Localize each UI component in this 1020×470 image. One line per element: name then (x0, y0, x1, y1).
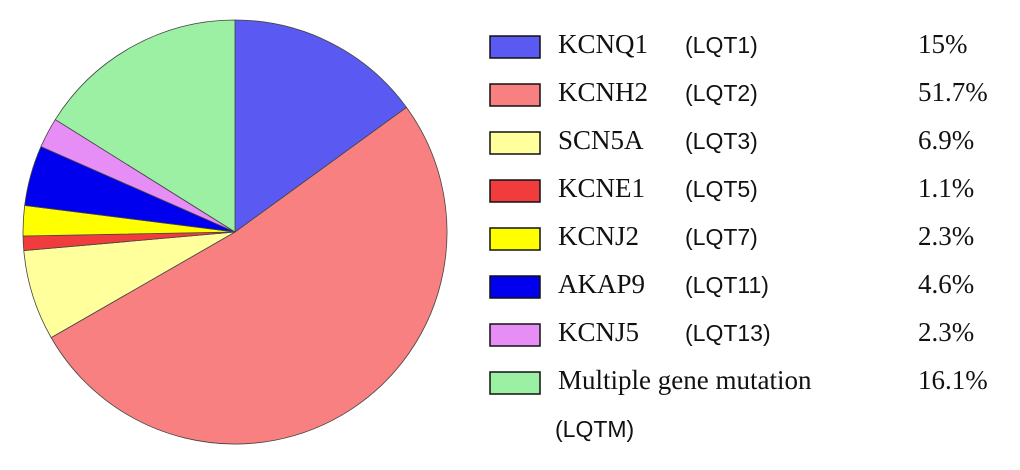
value-label: 16.1% (918, 365, 988, 395)
value-label: 51.7% (918, 77, 988, 107)
value-label: 2.3% (918, 221, 974, 251)
legend-subtype: (LQT3) (685, 128, 758, 154)
legend-swatch (489, 179, 541, 203)
legend-label: KCNQ1 (558, 29, 648, 59)
pie-slice (234, 19, 408, 233)
value-label: 4.6% (918, 269, 974, 299)
legend-subtype: (LQT13) (685, 320, 771, 346)
value-label: 1.1% (918, 173, 974, 203)
legend-label: KCNE1 (558, 173, 645, 203)
legend-label: KCNJ5 (558, 317, 639, 347)
legend-swatch (489, 131, 541, 155)
legend-swatch (489, 83, 541, 107)
legend-subtype: (LQT11) (685, 272, 769, 298)
value-label: 2.3% (918, 317, 974, 347)
legend-swatch (489, 227, 541, 251)
value-label: 15% (918, 29, 968, 59)
legend-label: AKAP9 (558, 269, 645, 299)
legend-label: SCN5A (558, 125, 644, 155)
pie-slice (50, 106, 448, 445)
legend-subtype: (LQT1) (685, 32, 758, 58)
legend-subtype: (LQT2) (685, 80, 758, 106)
pie-slice (54, 19, 236, 233)
legend-label: KCNH2 (558, 77, 648, 107)
legend-label: Multiple gene mutation (558, 365, 812, 395)
legend-swatch (489, 371, 541, 395)
legend-swatch (489, 35, 541, 59)
legend-subtype: (LQT5) (685, 176, 758, 202)
legend-subtype: (LQT7) (685, 224, 758, 250)
legend-label: KCNJ2 (558, 221, 639, 251)
legend-swatch (489, 323, 541, 347)
value-label: 6.9% (918, 125, 974, 155)
legend-swatch (489, 275, 541, 299)
legend-subtype: (LQTM) (555, 416, 634, 442)
